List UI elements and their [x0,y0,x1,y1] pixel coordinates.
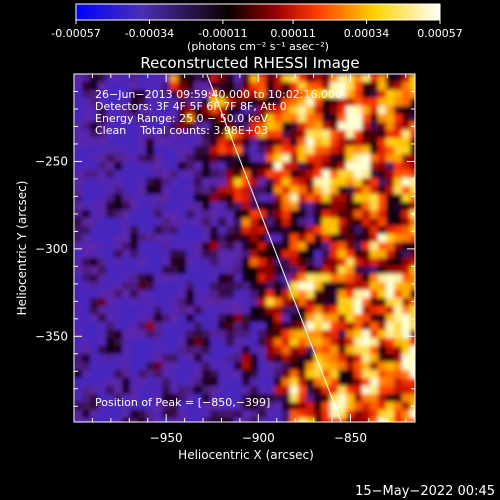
info-line-3: Energy Range: 25.0 − 50.0 keV [95,112,269,125]
x-axis-label: Heliocentric X (arcsec) [178,448,314,462]
y-tick-label: −250 [35,154,68,168]
heatmap-image [74,74,415,422]
y-tick-label: −300 [35,242,68,256]
colorbar-tick-label: -0.00011 [198,27,247,40]
footer-timestamp: 15−May−2022 00:45 [355,484,495,499]
info-line-4: Clean Total counts: 3.98E+03 [95,124,268,137]
x-tick-label: −850 [334,431,367,445]
colorbar-gradient [75,3,441,21]
plot-frame [73,73,416,423]
x-axis-ticks: −950 −900 −850 [91,74,407,445]
colorbar-tick-labels: -0.00057 -0.00034 -0.00011 0.00011 0.00034 0.… [51,27,462,40]
colorbar-tick-label: 0.00057 [417,27,463,40]
x-tick-label: −900 [242,431,275,445]
colorbar-tick-label: -0.00057 [51,27,100,40]
colorbar-tick-label: -0.00034 [125,27,174,40]
peak-position-label: Position of Peak = [−850,−399] [95,396,270,409]
y-axis-label: Heliocentric Y (arcsec) [15,181,29,316]
y-axis-ticks: −250 −300 −350 [35,90,415,407]
y-tick-label: −350 [35,329,68,343]
chart-title: Reconstructed RHESSI Image [140,54,359,72]
colorbar-tick-label: 0.00011 [270,27,316,40]
solar-limb-line [206,74,342,422]
colorbar-tick-label: 0.00034 [344,27,390,40]
x-tick-label: −950 [150,431,183,445]
info-line-2: Detectors: 3F 4F 5F 6F 7F 8F, Att 0 [95,100,287,113]
colorbar-units: (photons cm⁻² s⁻¹ asec⁻²) [187,40,329,53]
colorbar-ticks [75,20,441,24]
info-line-1: 26−Jun−2013 09:59:40.000 to 10:02:16.000 [95,88,342,101]
